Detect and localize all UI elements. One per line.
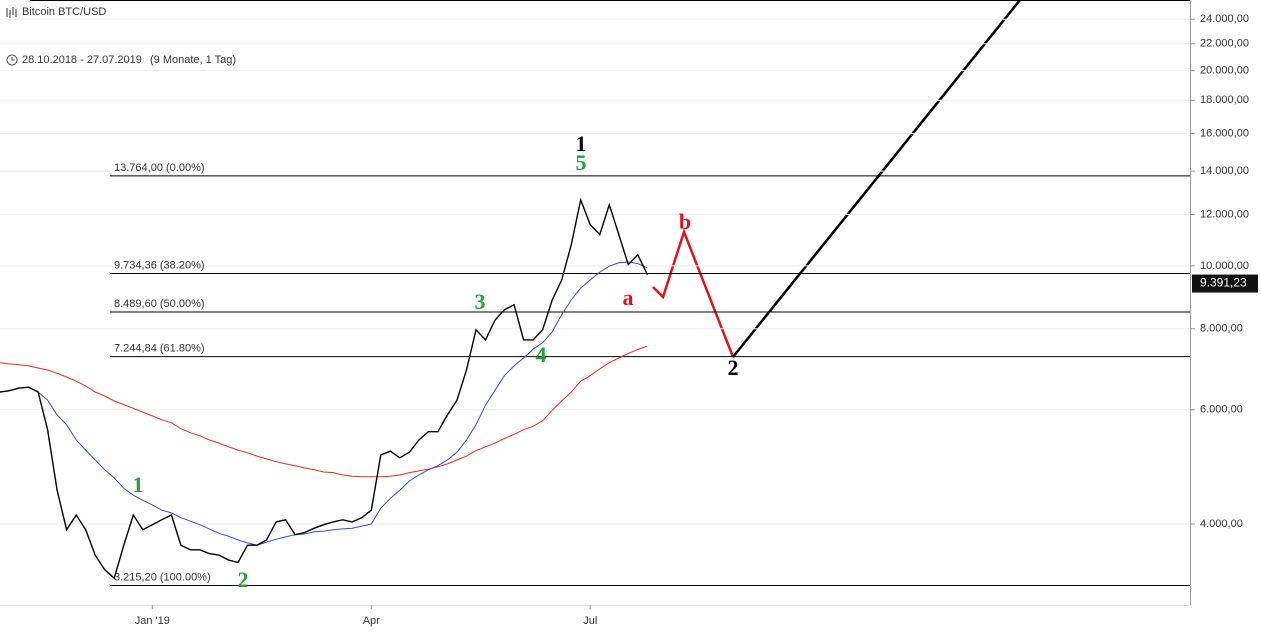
last-price-label: 9.391,23 <box>1200 276 1247 290</box>
wave-label: 5 <box>576 150 587 175</box>
wave-label: 2 <box>238 567 249 592</box>
moving-average <box>37 261 648 546</box>
y-tick-label: 20.000,00 <box>1200 65 1249 77</box>
wave-label: 3 <box>475 289 486 314</box>
fib-label: 8.489,60 (50.00%) <box>114 298 205 310</box>
chart-icon <box>6 7 17 18</box>
wave-label: b <box>679 209 691 234</box>
wave-label: 4 <box>536 342 547 367</box>
wave-label: 1 <box>133 472 144 497</box>
moving-average <box>0 345 648 478</box>
x-tick-label: Jan '19 <box>135 615 170 627</box>
y-tick-label: 18.000,00 <box>1200 94 1249 106</box>
y-tick-label: 8.000,00 <box>1200 323 1243 335</box>
y-tick-label: 10.000,00 <box>1200 260 1249 272</box>
y-tick-label: 14.000,00 <box>1200 165 1249 177</box>
clock-hands <box>11 57 15 61</box>
last-price-box <box>1192 274 1258 293</box>
fib-label: 3.215,20 (100.00%) <box>114 571 211 583</box>
period: (9 Monate, 1 Tag) <box>150 54 236 66</box>
x-tick-label: Apr <box>363 615 380 627</box>
projection-impulse <box>732 0 1021 358</box>
clock-icon <box>6 54 18 66</box>
chart-title: Bitcoin BTC/USD <box>22 6 106 18</box>
fib-label: 9.734,36 (38.20%) <box>114 259 205 271</box>
wave-label: 1 <box>576 131 587 156</box>
fib-label: 7.244,84 (61.80%) <box>114 343 205 355</box>
price-line <box>0 197 649 580</box>
wave-label: 2 <box>728 355 739 380</box>
y-tick-label: 22.000,00 <box>1200 38 1249 50</box>
date-range: 28.10.2018 - 27.07.2019 <box>22 54 142 66</box>
fib-label: 13.764,00 (0.00%) <box>114 162 205 174</box>
y-tick-label: 12.000,00 <box>1200 208 1249 220</box>
y-tick-label: 24.000,00 <box>1200 13 1249 25</box>
y-tick-label: 6.000,00 <box>1200 404 1243 416</box>
projection-corrective <box>652 228 735 358</box>
y-tick-label: 16.000,00 <box>1200 127 1249 139</box>
x-tick-label: Jul <box>583 615 597 627</box>
wave-label: a <box>623 285 634 310</box>
y-tick-label: 4.000,00 <box>1200 518 1243 530</box>
